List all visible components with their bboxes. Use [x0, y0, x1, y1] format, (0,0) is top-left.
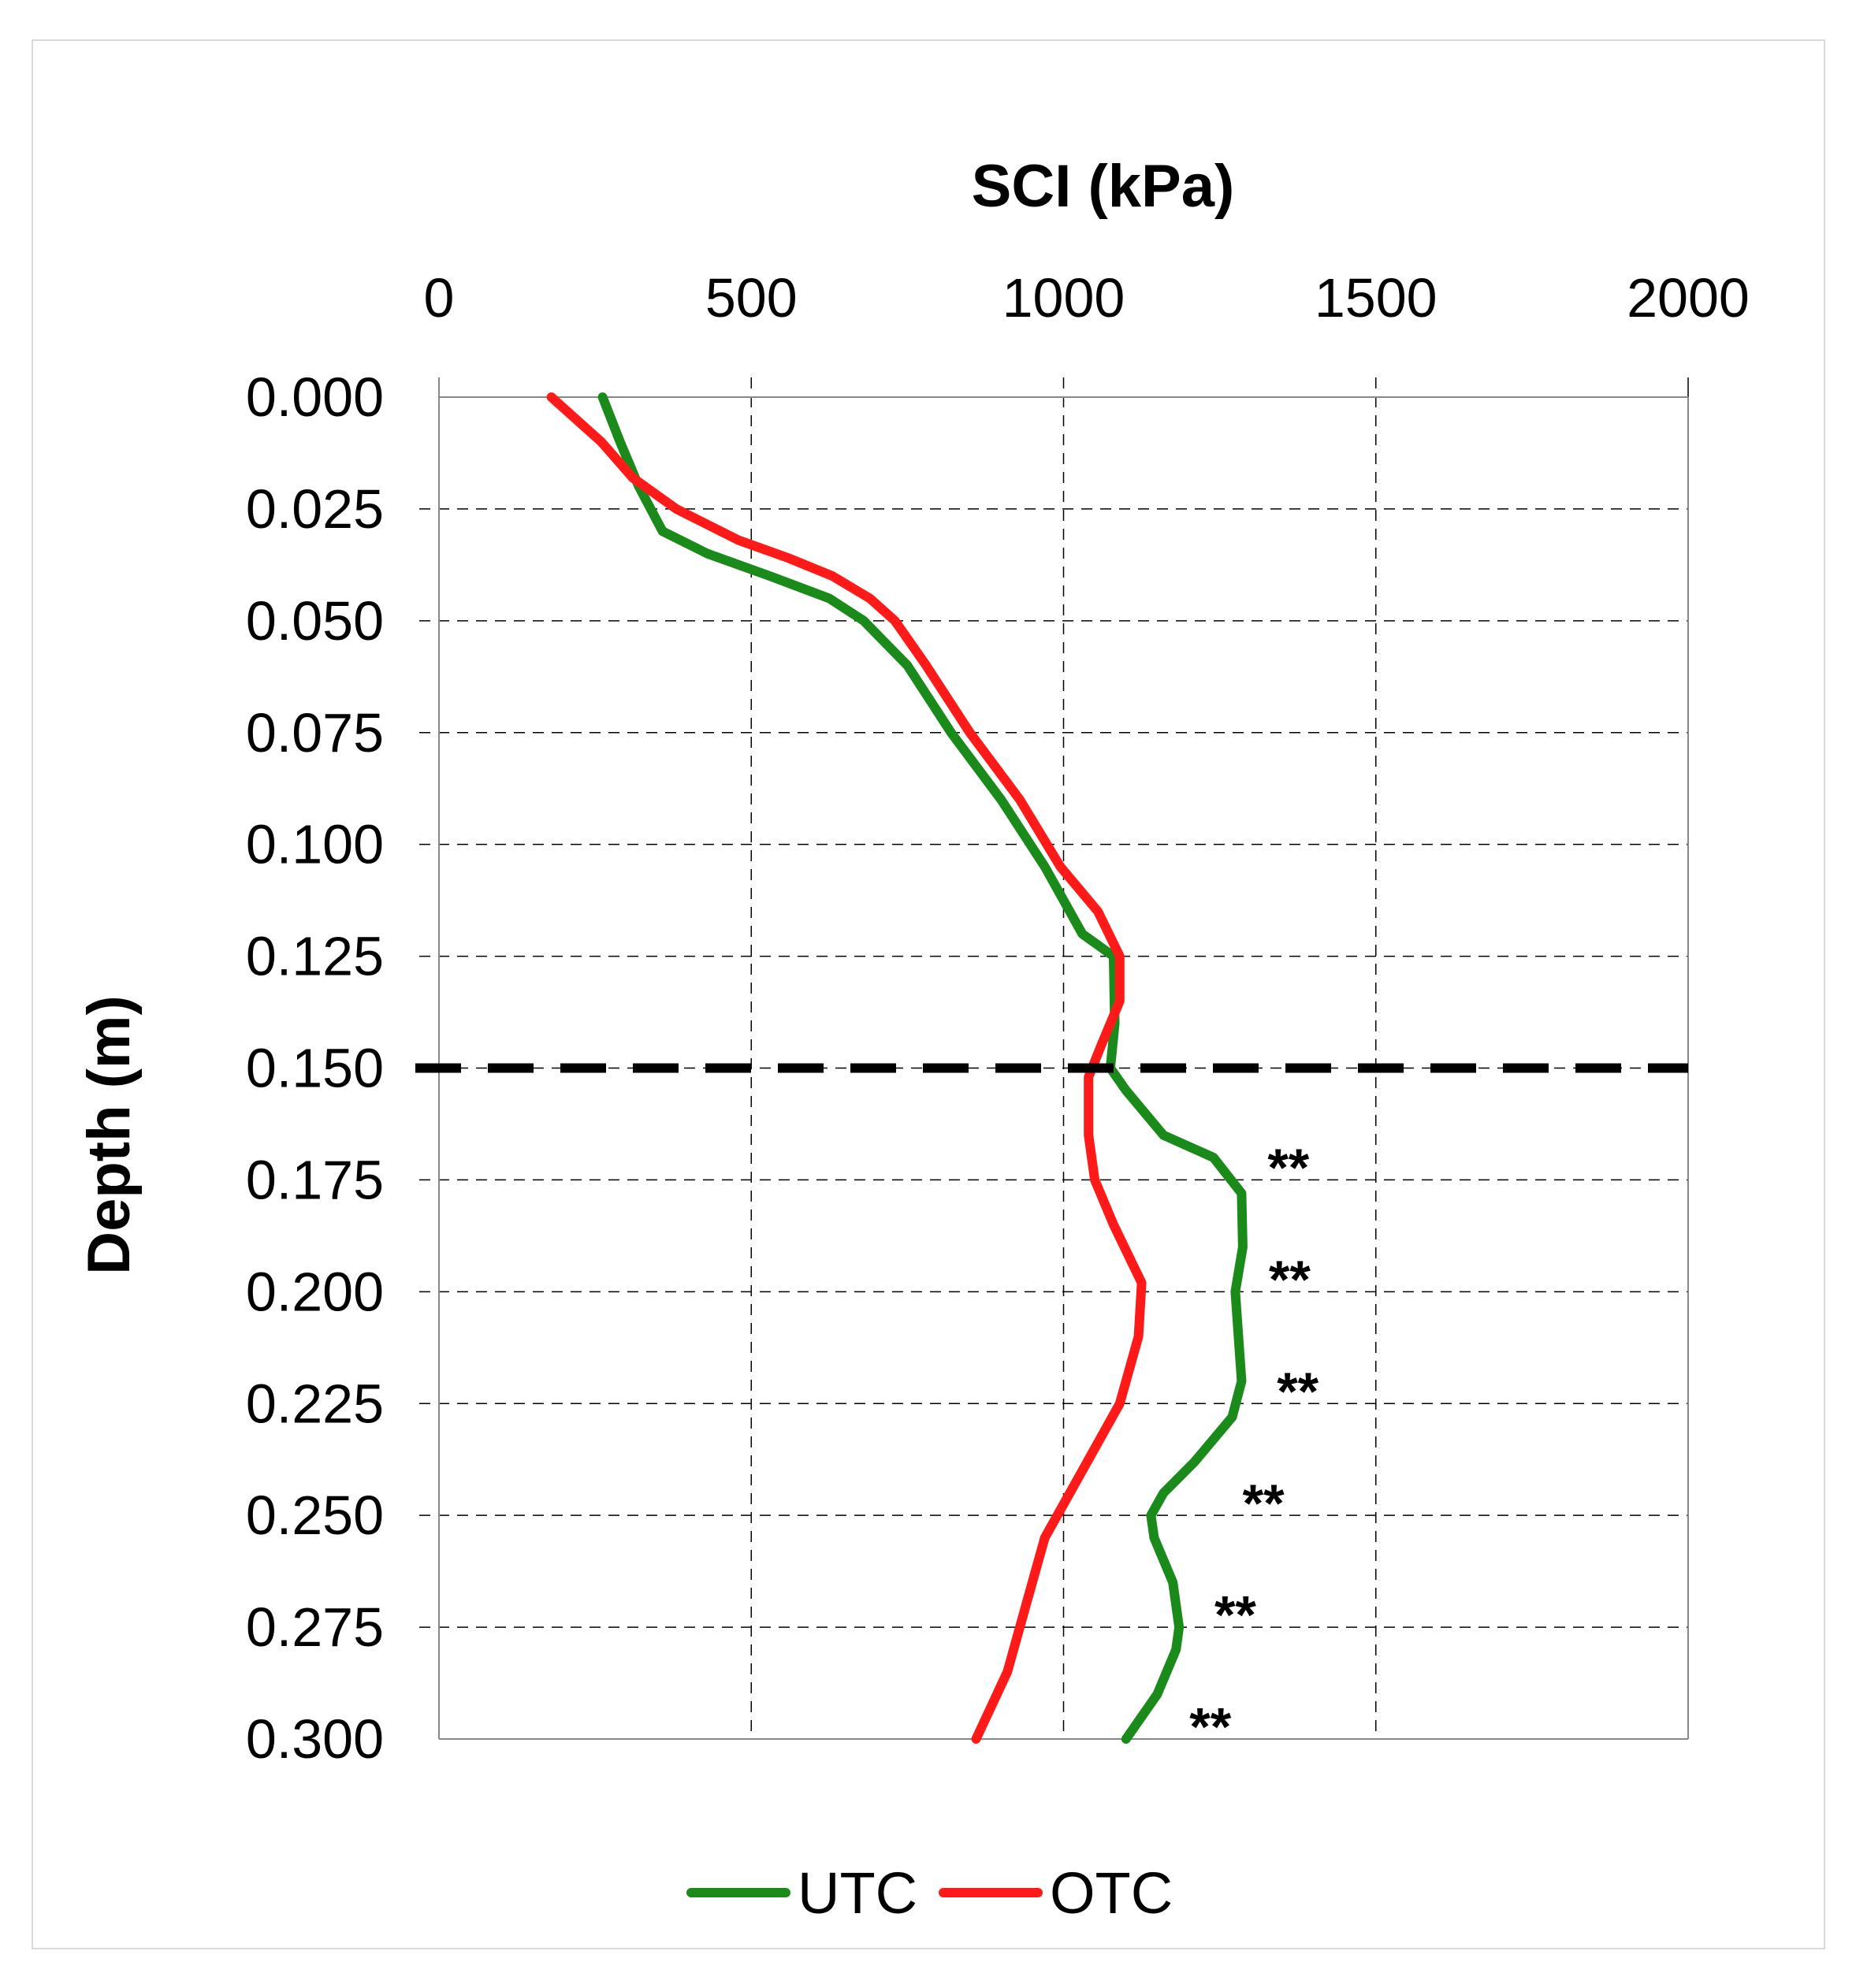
legend: UTC OTC [686, 1860, 1173, 1926]
y-tick-label: 0.150 [246, 1038, 384, 1099]
significance-marker: ** [1267, 1138, 1309, 1198]
y-axis-title: Depth (m) [76, 995, 143, 1275]
y-tick-label: 0.300 [246, 1708, 384, 1770]
x-tick-label: 2000 [1627, 267, 1750, 329]
y-tick-label: 0.275 [246, 1596, 384, 1658]
significance-marker: ** [1214, 1585, 1256, 1645]
significance-marker: ** [1243, 1473, 1285, 1533]
x-tick-label: 1500 [1315, 267, 1438, 329]
sci-depth-chart: 0 500 1000 1500 2000 0.000 0.025 0.050 0.075 0.10… [76, 153, 1750, 1926]
y-tick-label: 0.050 [246, 590, 384, 652]
annotations: ** ** ** ** ** ** [1189, 1138, 1319, 1757]
y-tick-label: 0.125 [246, 926, 384, 987]
y-tick-label: 0.225 [246, 1373, 384, 1434]
chart-frame: 0 500 1000 1500 2000 0.000 0.025 0.050 0.075 0.10… [32, 39, 1825, 1949]
series-line-utc [597, 392, 1248, 1744]
y-tick-label: 0.075 [246, 702, 384, 764]
x-tick-label: 500 [705, 267, 798, 329]
y-tick-label: 0.000 [246, 366, 384, 428]
y-tick-label: 0.175 [246, 1149, 384, 1210]
legend-label-otc: OTC [1050, 1860, 1173, 1926]
legend-label-utc: UTC [798, 1860, 917, 1926]
y-tick-label: 0.025 [246, 478, 384, 540]
y-tick-label: 0.200 [246, 1261, 384, 1322]
axes: 0 500 1000 1500 2000 0.000 0.025 0.050 0.075 0.10… [76, 153, 1750, 1770]
y-tick-label: 0.250 [246, 1484, 384, 1546]
series-line-otc [546, 392, 1147, 1744]
x-axis-title: SCI (kPa) [972, 153, 1235, 220]
significance-marker: ** [1269, 1250, 1311, 1310]
grid [419, 377, 1689, 1739]
series-lines [546, 392, 1248, 1744]
x-tick-label: 1000 [1002, 267, 1125, 329]
significance-marker: ** [1189, 1697, 1231, 1757]
significance-marker: ** [1277, 1362, 1319, 1421]
x-tick-label: 0 [424, 267, 455, 329]
y-tick-label: 0.100 [246, 814, 384, 875]
